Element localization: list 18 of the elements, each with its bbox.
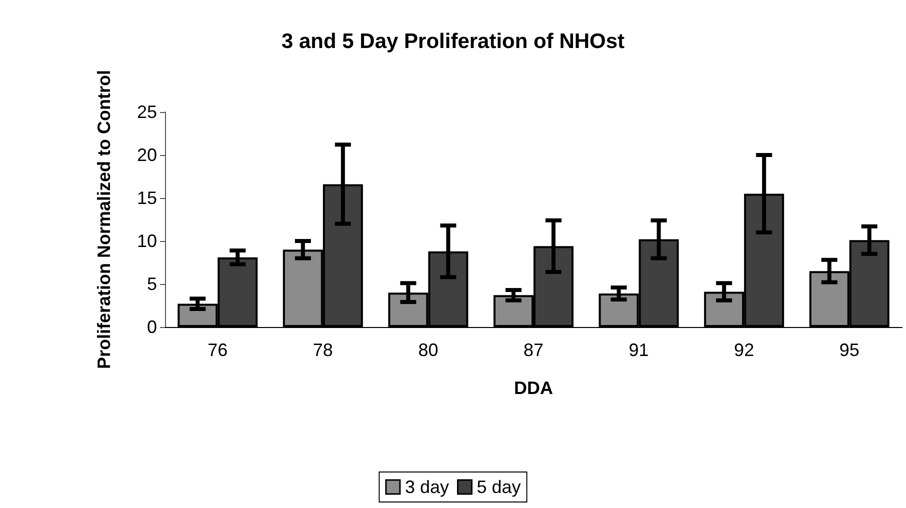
legend-label: 5 day [476, 477, 521, 497]
x-axis-title: DDA [514, 378, 553, 398]
y-tick-label: 10 [136, 231, 157, 251]
legend-label: 3 day [404, 477, 450, 497]
x-tick-label: 87 [523, 340, 544, 360]
y-tick-label: 0 [146, 317, 157, 337]
y-axis-title: Proliferation Normalized to Control [94, 70, 114, 370]
x-tick-label: 91 [628, 340, 649, 360]
x-tick-label: 76 [208, 340, 228, 360]
x-tick-label: 80 [418, 340, 438, 360]
chart-title: 3 and 5 Day Proliferation of NHOst [281, 30, 625, 53]
x-tick-label: 92 [734, 340, 754, 360]
x-tick-label: 95 [839, 340, 860, 360]
x-tick-label: 78 [312, 340, 333, 360]
y-tick-label: 15 [136, 188, 157, 208]
y-tick-label: 25 [136, 102, 157, 122]
y-tick-label: 5 [146, 274, 157, 294]
y-tick-label: 20 [136, 145, 157, 165]
